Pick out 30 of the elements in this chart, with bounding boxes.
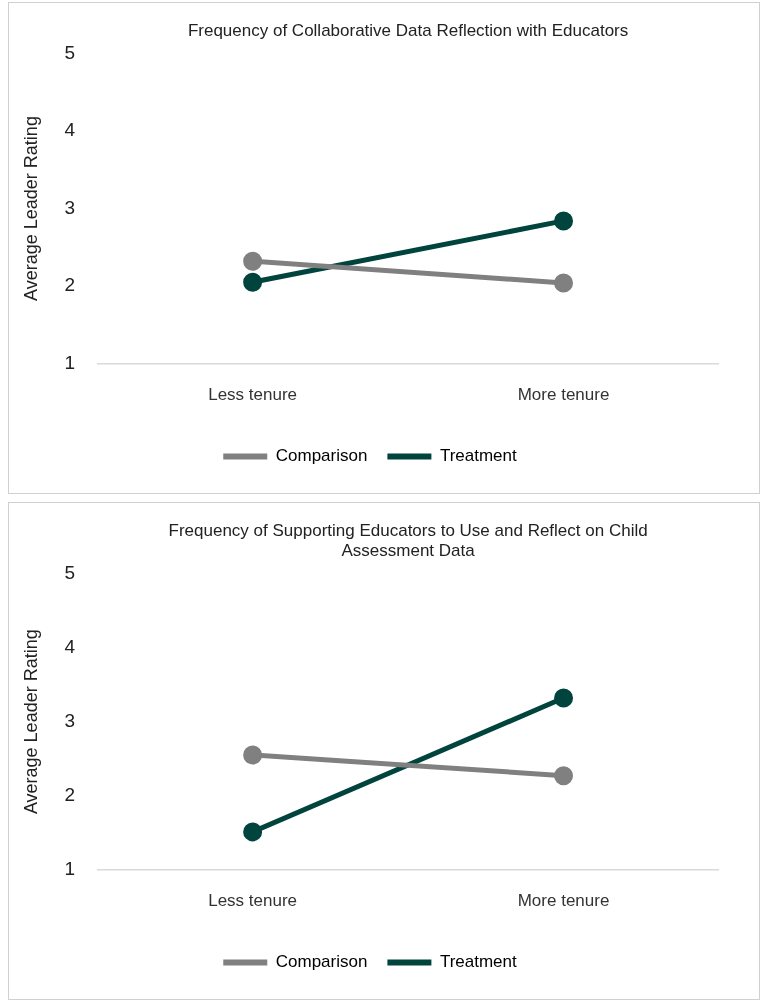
chart-title: Frequency of Supporting Educators to Use and Reflect on Child Assessment Data: [168, 520, 648, 561]
y-tick-label: 1: [64, 857, 76, 879]
y-tick-label: 3: [64, 709, 76, 731]
legend-label: Comparison: [275, 446, 368, 466]
y-axis-title: Average Leader Rating: [20, 116, 41, 301]
x-tick-label: More tenure: [517, 891, 610, 911]
point: [554, 688, 574, 708]
y-axis-title: Average Leader Rating: [20, 629, 41, 815]
y-tick-label: 3: [64, 196, 76, 218]
chart-title: Frequency of Collaborative Data Reflection with Educators: [187, 20, 629, 40]
point: [243, 251, 263, 271]
y-tick-label: 1: [64, 351, 76, 373]
x-tick-label: Less tenure: [208, 891, 298, 911]
x-tick-label: More tenure: [517, 385, 610, 405]
x-tick-label: Less tenure: [208, 385, 298, 405]
y-tick-label: 5: [64, 41, 76, 63]
point: [243, 745, 263, 765]
legend-label: Treatment: [439, 952, 518, 972]
y-tick-label: 5: [64, 562, 76, 584]
point: [554, 211, 574, 231]
legend-label: Comparison: [275, 952, 368, 972]
point: [554, 273, 574, 293]
y-tick-label: 4: [64, 635, 76, 657]
point: [243, 272, 263, 292]
y-tick-label: 4: [64, 119, 76, 141]
legend-label: Treatment: [439, 446, 518, 466]
y-tick-label: 2: [64, 274, 76, 296]
y-tick-label: 2: [64, 783, 76, 805]
point: [554, 766, 574, 786]
point: [243, 822, 263, 842]
